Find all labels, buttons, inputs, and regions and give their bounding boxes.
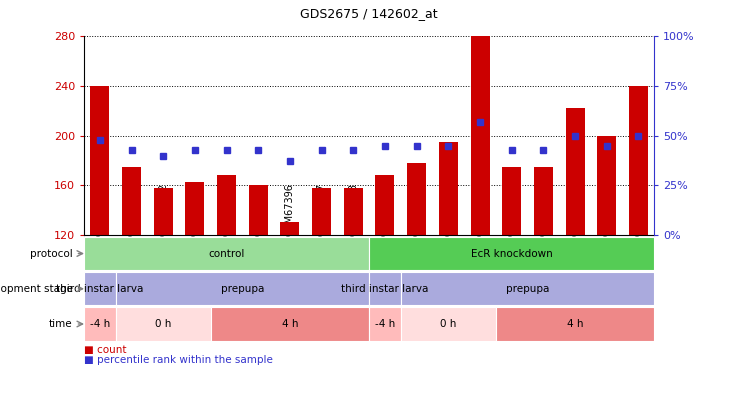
- Bar: [401, 272, 654, 305]
- Text: control: control: [208, 249, 245, 258]
- Text: -4 h: -4 h: [90, 319, 110, 329]
- Text: prepupa: prepupa: [506, 284, 549, 294]
- Text: 0 h: 0 h: [440, 319, 457, 329]
- Text: EcR knockdown: EcR knockdown: [471, 249, 553, 258]
- Text: 4 h: 4 h: [281, 319, 298, 329]
- Text: ■ count: ■ count: [84, 345, 126, 355]
- Text: 4 h: 4 h: [567, 319, 583, 329]
- Bar: [407, 163, 426, 235]
- Bar: [84, 272, 115, 305]
- Bar: [115, 272, 369, 305]
- Bar: [211, 307, 369, 341]
- Text: development stage: development stage: [0, 284, 72, 294]
- Text: third instar larva: third instar larva: [56, 284, 143, 294]
- Bar: [84, 237, 369, 270]
- Bar: [344, 188, 363, 235]
- Bar: [217, 175, 236, 235]
- Text: third instar larva: third instar larva: [341, 284, 428, 294]
- Bar: [439, 142, 458, 235]
- Bar: [376, 175, 395, 235]
- Bar: [91, 86, 110, 235]
- Bar: [502, 167, 521, 235]
- Bar: [186, 181, 205, 235]
- Text: ■ percentile rank within the sample: ■ percentile rank within the sample: [84, 355, 273, 365]
- Text: protocol: protocol: [30, 249, 72, 258]
- Bar: [471, 36, 490, 235]
- Bar: [84, 307, 115, 341]
- Bar: [534, 167, 553, 235]
- Text: time: time: [49, 319, 72, 329]
- Bar: [122, 167, 141, 235]
- Bar: [312, 188, 331, 235]
- Bar: [281, 222, 300, 235]
- Bar: [566, 109, 585, 235]
- Text: prepupa: prepupa: [221, 284, 264, 294]
- Bar: [369, 237, 654, 270]
- Bar: [369, 307, 401, 341]
- Bar: [629, 86, 648, 235]
- Bar: [154, 188, 173, 235]
- Text: GDS2675 / 142602_at: GDS2675 / 142602_at: [300, 7, 438, 20]
- Bar: [249, 185, 268, 235]
- Text: -4 h: -4 h: [375, 319, 395, 329]
- Bar: [496, 307, 654, 341]
- Bar: [369, 272, 401, 305]
- Bar: [597, 136, 616, 235]
- Bar: [115, 307, 211, 341]
- Text: 0 h: 0 h: [155, 319, 172, 329]
- Bar: [401, 307, 496, 341]
